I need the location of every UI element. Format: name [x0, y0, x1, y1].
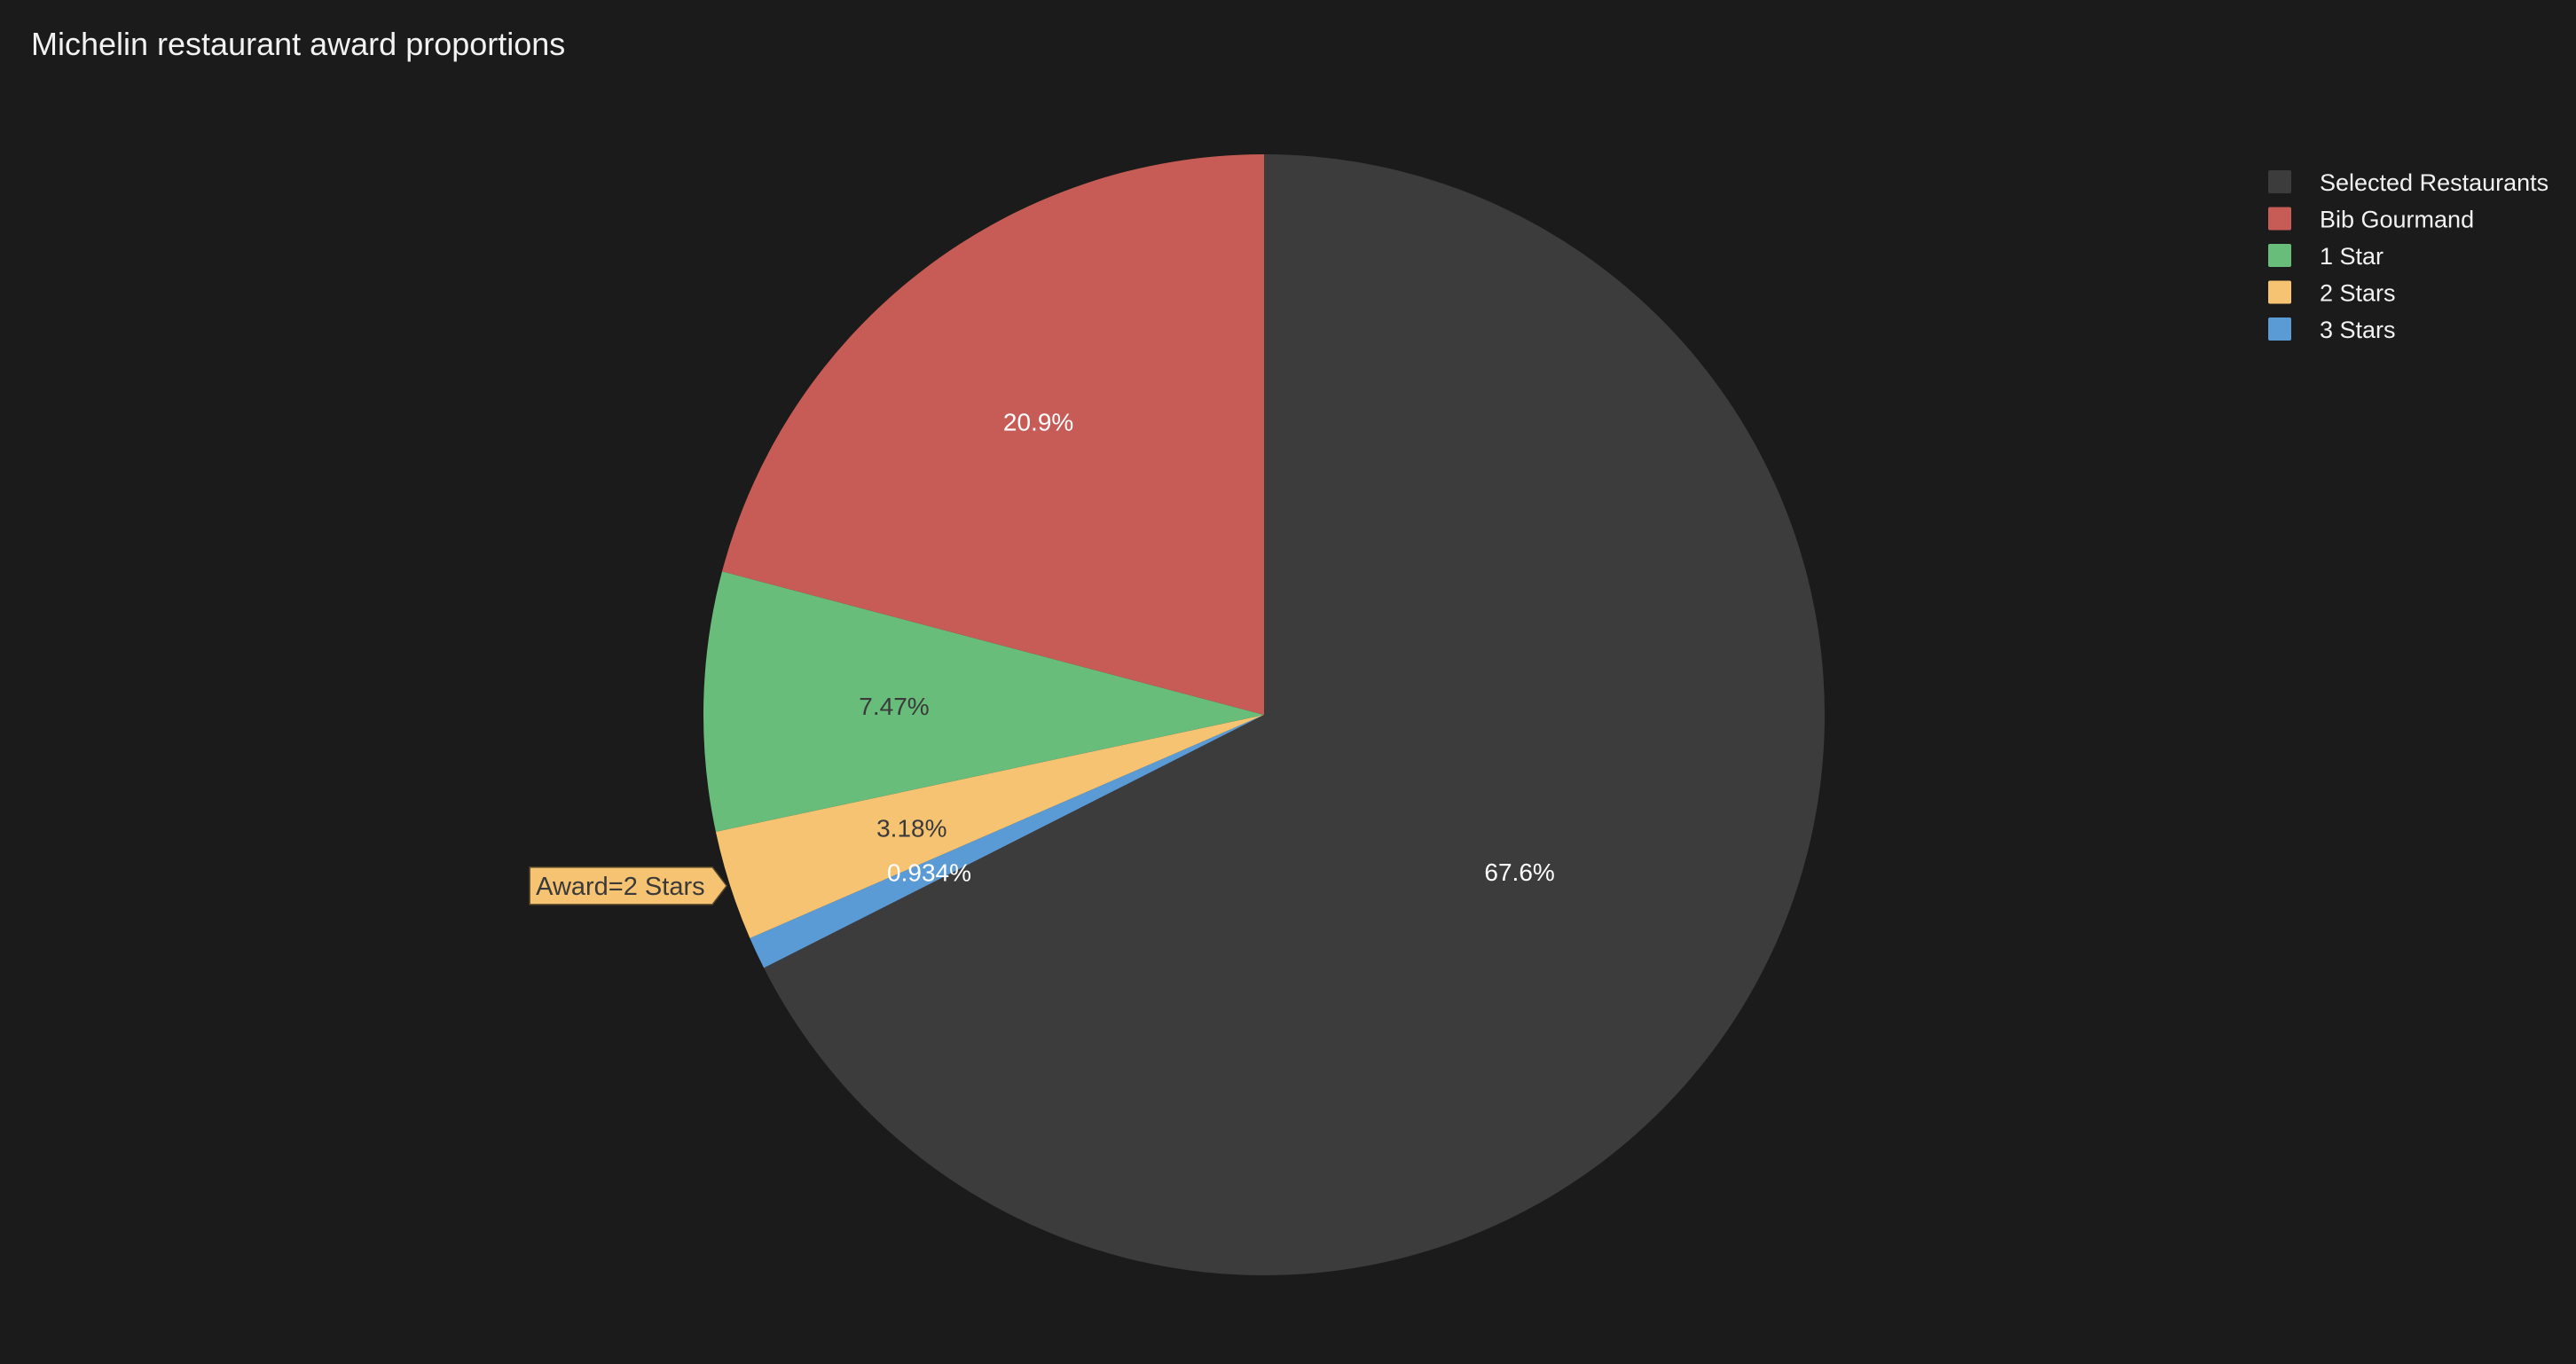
legend-swatch-2-stars: [2268, 280, 2291, 304]
slice-label-3-stars: 0.934%: [887, 858, 971, 886]
hover-tooltip-box: [529, 866, 728, 905]
hover-tooltip: Award=2 Stars: [529, 866, 728, 905]
legend-label-1-star: 1 Star: [2320, 243, 2384, 270]
legend-label-3-stars: 3 Stars: [2320, 317, 2396, 343]
slice-labels: 67.6% 0.934% 3.18% 7.47% 20.9%: [859, 409, 1555, 887]
pie-slice-selected-restaurants[interactable]: [764, 154, 1826, 1275]
legend-item-selected-restaurants[interactable]: Selected Restaurants: [2268, 169, 2549, 196]
legend-label-selected-restaurants: Selected Restaurants: [2320, 169, 2549, 196]
legend-label-2-stars: 2 Stars: [2320, 280, 2396, 307]
pie-slices: [703, 154, 1826, 1275]
legend-swatch-selected-restaurants: [2268, 170, 2291, 193]
legend-swatch-3-stars: [2268, 317, 2291, 341]
hover-tooltip-text: Award=2 Stars: [536, 873, 704, 901]
legend-item-3-stars[interactable]: 3 Stars: [2268, 317, 2396, 343]
slice-label-selected-restaurants: 67.6%: [1484, 858, 1554, 886]
legend: Selected Restaurants Bib Gourmand 1 Star 2 …: [2268, 169, 2549, 343]
slice-label-bib-gourmand: 20.9%: [1003, 409, 1073, 436]
legend-swatch-1-star: [2268, 244, 2291, 267]
pie-slice-bib-gourmand[interactable]: [722, 154, 1264, 715]
legend-item-2-stars[interactable]: 2 Stars: [2268, 280, 2396, 307]
slice-label-1-star: 7.47%: [859, 693, 929, 720]
pie-slice-1-star[interactable]: [703, 571, 1264, 832]
chart-title: Michelin restaurant award proportions: [31, 26, 565, 62]
pie-slice-3-stars[interactable]: [750, 715, 1264, 968]
pie-slice-2-stars[interactable]: [715, 715, 1264, 938]
legend-label-bib-gourmand: Bib Gourmand: [2320, 207, 2474, 233]
slice-label-2-stars: 3.18%: [876, 814, 946, 842]
legend-item-bib-gourmand[interactable]: Bib Gourmand: [2268, 207, 2474, 233]
legend-swatch-bib-gourmand: [2268, 207, 2291, 231]
legend-item-1-star[interactable]: 1 Star: [2268, 243, 2384, 270]
